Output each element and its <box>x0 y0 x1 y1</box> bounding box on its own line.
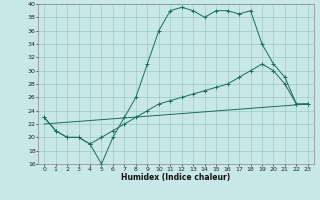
X-axis label: Humidex (Indice chaleur): Humidex (Indice chaleur) <box>121 173 231 182</box>
